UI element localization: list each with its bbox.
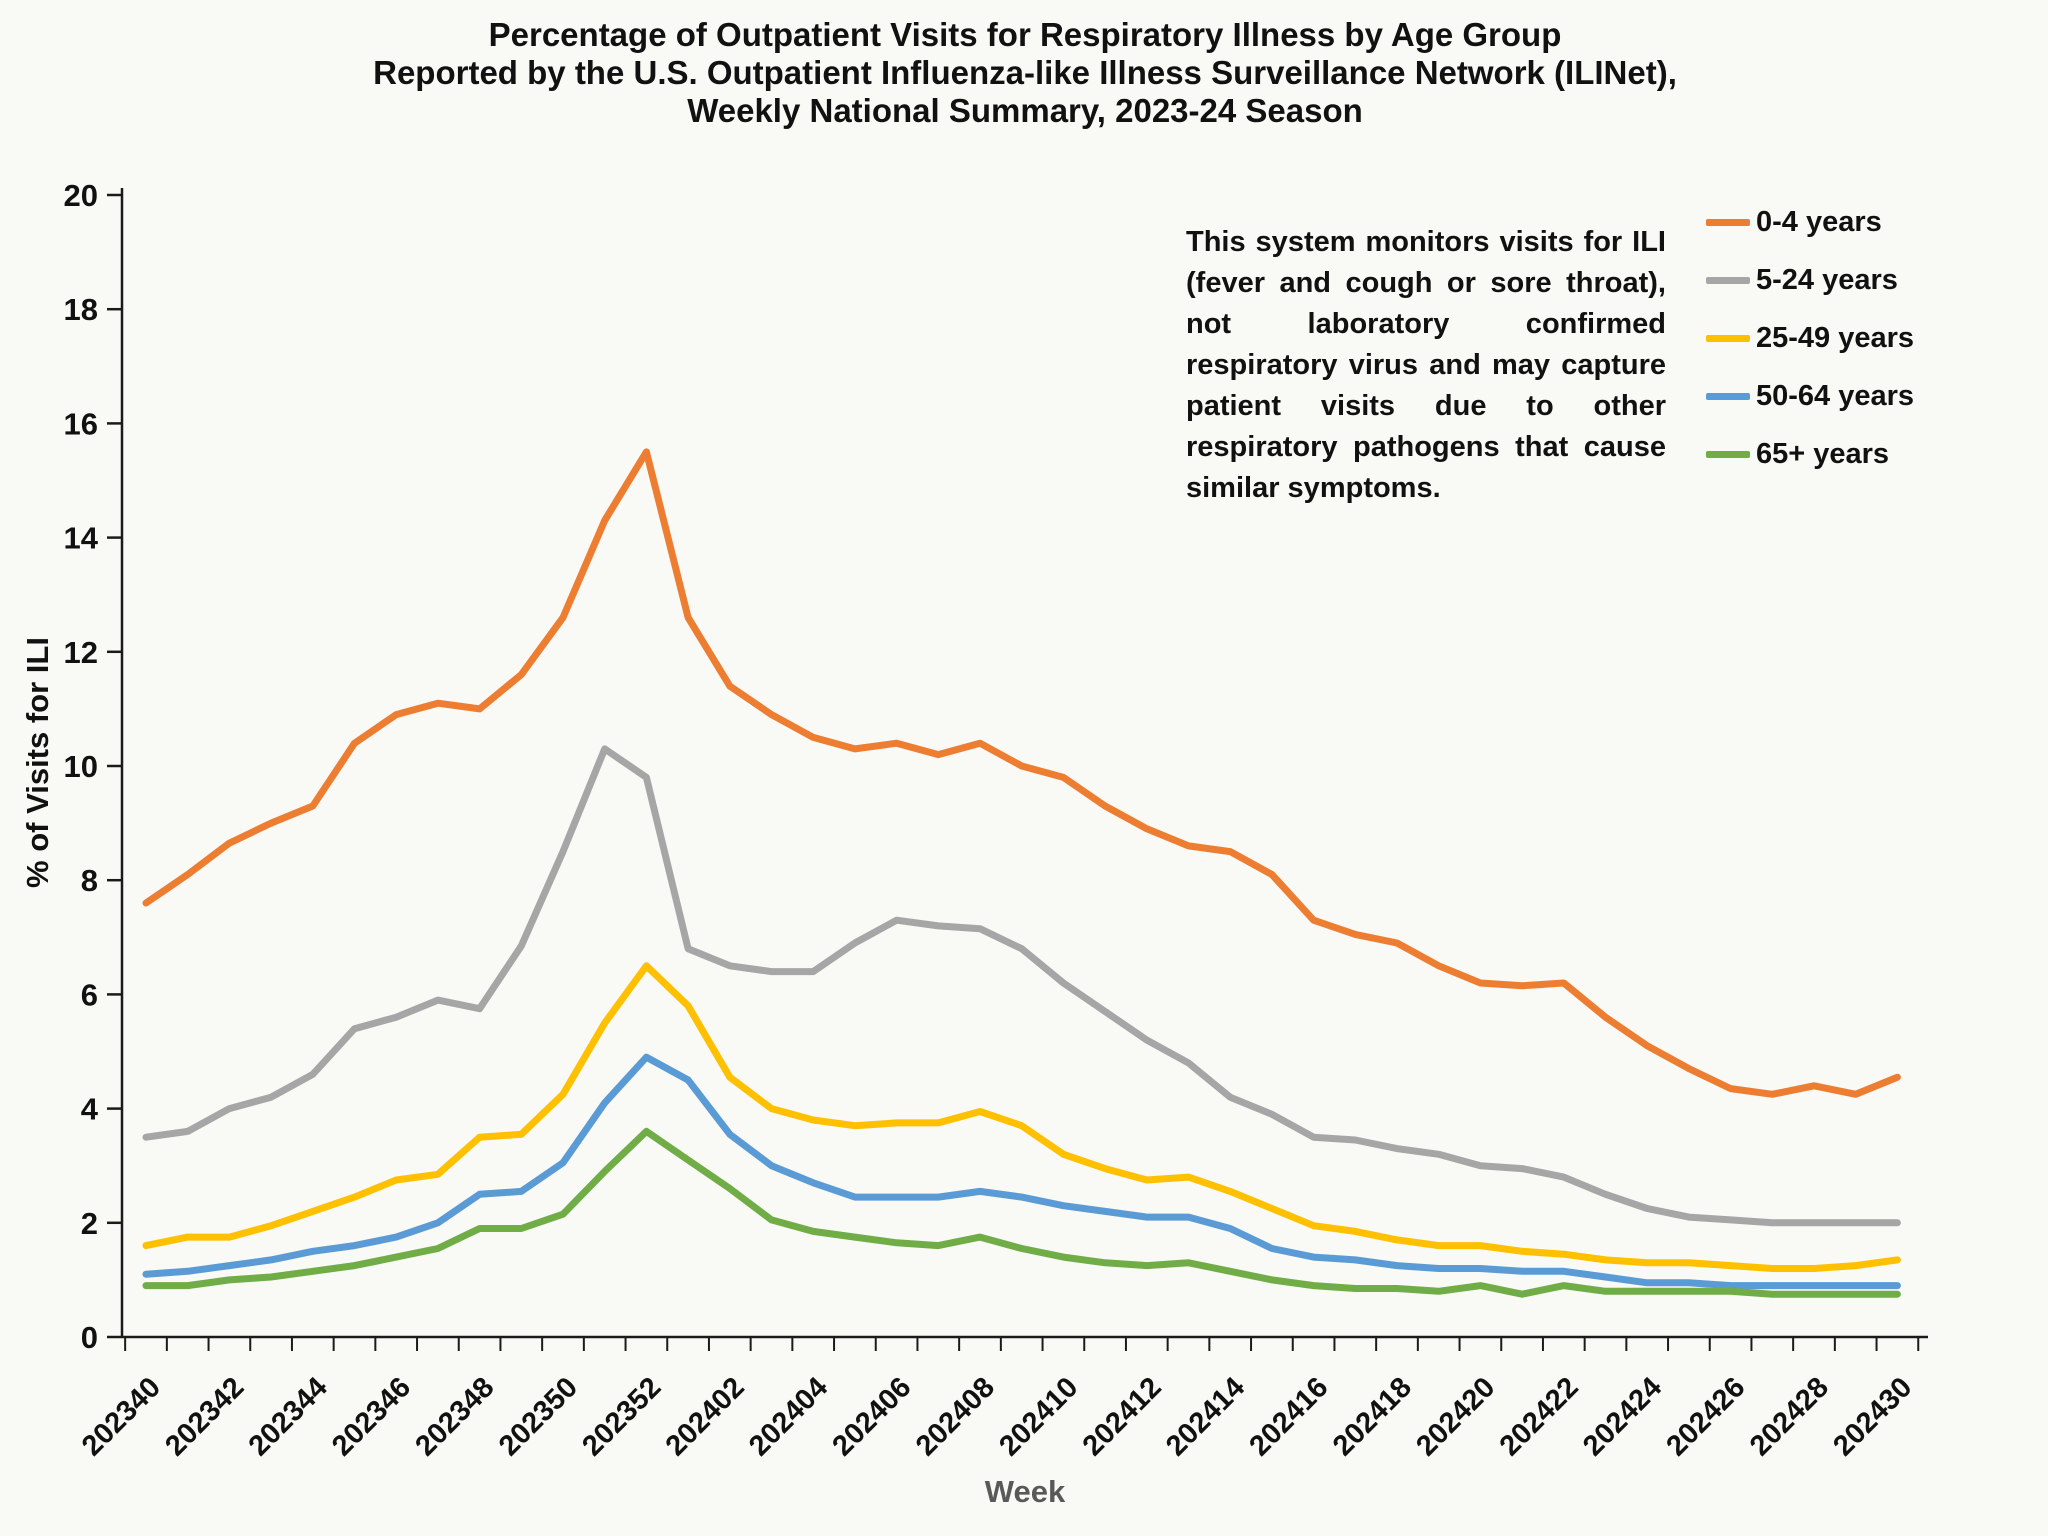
- x-tick-label: 202418: [1327, 1371, 1418, 1462]
- series-line-0-4-years: [142, 448, 1901, 1098]
- legend-label: 25-49 years: [1756, 321, 1915, 354]
- series-line-50-64-years: [142, 1053, 1901, 1290]
- chart-title-line1: Percentage of Outpatient Visits for Resp…: [488, 16, 1562, 53]
- legend-line-swatch-icon: [1706, 334, 1750, 342]
- x-tick-label: 202344: [243, 1371, 334, 1462]
- y-tick-label: 4: [81, 1092, 99, 1127]
- x-tick-label: 202424: [1577, 1371, 1668, 1462]
- y-tick-label: 16: [64, 406, 98, 441]
- chart-title-line3: Weekly National Summary, 2023-24 Season: [687, 92, 1363, 129]
- x-tick-label: 202342: [159, 1371, 250, 1462]
- x-tick-label: 202350: [493, 1371, 584, 1462]
- annotation-note: This system monitors visits for ILI (fev…: [1186, 226, 1666, 504]
- x-tick-label: 202426: [1660, 1371, 1751, 1462]
- series-line-25-49-years: [142, 962, 1901, 1272]
- x-tick-label: 202420: [1410, 1371, 1501, 1462]
- x-tick-label: 202340: [76, 1371, 167, 1462]
- legend-line-swatch-icon: [1706, 218, 1750, 226]
- y-tick-label: 8: [81, 863, 98, 898]
- x-tick-label: 202408: [910, 1371, 1001, 1462]
- x-tick-label: 202412: [1077, 1371, 1168, 1462]
- legend-item-0-4-years: 0-4 years: [1706, 206, 1914, 238]
- y-tick-label: 2: [81, 1206, 98, 1241]
- legend-item-5-24-years: 5-24 years: [1706, 264, 1914, 296]
- y-tick-label: 20: [64, 178, 98, 213]
- x-tick-label: 202348: [409, 1371, 500, 1462]
- x-tick-label: 202422: [1494, 1371, 1585, 1462]
- legend-line-swatch-icon: [1706, 276, 1750, 284]
- legend-line-swatch-icon: [1706, 392, 1750, 400]
- legend-label: 65+ years: [1756, 437, 1890, 470]
- x-tick-label: 202402: [660, 1371, 751, 1462]
- x-tick-label: 202404: [743, 1371, 834, 1462]
- legend-item-65-years: 65+ years: [1706, 438, 1914, 470]
- legend-item-25-49-years: 25-49 years: [1706, 322, 1914, 354]
- legend-item-50-64-years: 50-64 years: [1706, 380, 1914, 412]
- x-axis-title: Week: [985, 1474, 1066, 1509]
- x-tick-label: 202416: [1243, 1371, 1334, 1462]
- y-axis-title: % of Visits for ILI: [20, 637, 55, 888]
- x-tick-label: 202428: [1744, 1371, 1835, 1462]
- x-tick-label: 202430: [1827, 1371, 1918, 1462]
- y-tick-label: 18: [64, 292, 98, 327]
- chart-title: Percentage of Outpatient Visits for Resp…: [60, 16, 1990, 130]
- legend-line-swatch-icon: [1706, 450, 1750, 458]
- y-tick-label: 12: [64, 635, 98, 670]
- legend-label: 0-4 years: [1756, 205, 1882, 238]
- y-tick-label: 14: [64, 521, 99, 556]
- x-tick-label: 202414: [1160, 1371, 1251, 1462]
- x-tick-label: 202410: [993, 1371, 1084, 1462]
- legend: 0-4 years 5-24 years 25-49 years 50-64 year…: [1706, 206, 1914, 470]
- x-tick-label: 202352: [576, 1371, 667, 1462]
- y-tick-label: 0: [81, 1320, 98, 1355]
- x-tick-label: 202406: [826, 1371, 917, 1462]
- series-line-5-24-years: [142, 745, 1901, 1227]
- chart-title-line2: Reported by the U.S. Outpatient Influenz…: [373, 54, 1677, 91]
- legend-label: 50-64 years: [1756, 379, 1915, 412]
- legend-label: 5-24 years: [1756, 263, 1898, 296]
- y-tick-label: 6: [81, 977, 98, 1012]
- x-tick-label: 202346: [326, 1371, 417, 1462]
- series-line-65-years: [142, 1127, 1901, 1298]
- y-tick-label: 10: [64, 749, 98, 784]
